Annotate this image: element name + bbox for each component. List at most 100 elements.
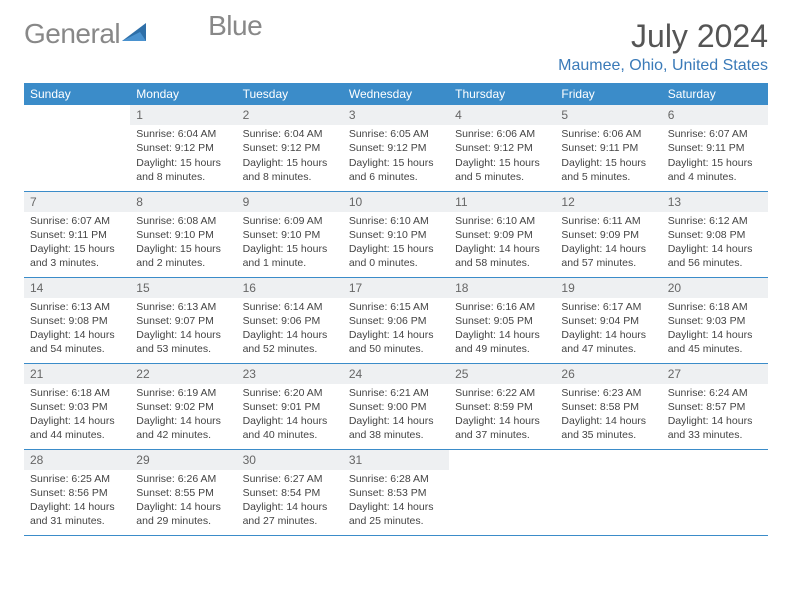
weekday-header: Sunday	[24, 83, 130, 105]
day-content: Sunrise: 6:23 AMSunset: 8:58 PMDaylight:…	[555, 384, 661, 447]
daylight-text: Daylight: 14 hours and 50 minutes.	[349, 328, 443, 356]
calendar-cell: 17Sunrise: 6:15 AMSunset: 9:06 PMDayligh…	[343, 277, 449, 363]
sunset-text: Sunset: 9:08 PM	[668, 228, 762, 242]
calendar-cell: 26Sunrise: 6:23 AMSunset: 8:58 PMDayligh…	[555, 363, 661, 449]
daylight-text: Daylight: 14 hours and 47 minutes.	[561, 328, 655, 356]
logo-text-blue: Blue	[208, 10, 262, 42]
day-number: 21	[24, 364, 130, 384]
sunrise-text: Sunrise: 6:08 AM	[136, 214, 230, 228]
calendar-cell: 12Sunrise: 6:11 AMSunset: 9:09 PMDayligh…	[555, 191, 661, 277]
day-number: 6	[662, 105, 768, 125]
day-number: 23	[237, 364, 343, 384]
sunset-text: Sunset: 8:54 PM	[243, 486, 337, 500]
daylight-text: Daylight: 14 hours and 31 minutes.	[30, 500, 124, 528]
daylight-text: Daylight: 14 hours and 45 minutes.	[668, 328, 762, 356]
day-content: Sunrise: 6:27 AMSunset: 8:54 PMDaylight:…	[237, 470, 343, 533]
sunrise-text: Sunrise: 6:22 AM	[455, 386, 549, 400]
sunrise-text: Sunrise: 6:15 AM	[349, 300, 443, 314]
weekday-header: Tuesday	[237, 83, 343, 105]
calendar-cell: 29Sunrise: 6:26 AMSunset: 8:55 PMDayligh…	[130, 449, 236, 535]
day-number: 28	[24, 450, 130, 470]
sunrise-text: Sunrise: 6:13 AM	[30, 300, 124, 314]
sunset-text: Sunset: 9:06 PM	[349, 314, 443, 328]
day-content: Sunrise: 6:26 AMSunset: 8:55 PMDaylight:…	[130, 470, 236, 533]
sunset-text: Sunset: 9:12 PM	[349, 141, 443, 155]
daylight-text: Daylight: 14 hours and 58 minutes.	[455, 242, 549, 270]
calendar-cell: 24Sunrise: 6:21 AMSunset: 9:00 PMDayligh…	[343, 363, 449, 449]
daylight-text: Daylight: 15 hours and 0 minutes.	[349, 242, 443, 270]
sunrise-text: Sunrise: 6:19 AM	[136, 386, 230, 400]
sunrise-text: Sunrise: 6:18 AM	[668, 300, 762, 314]
day-number: 16	[237, 278, 343, 298]
day-content: Sunrise: 6:07 AMSunset: 9:11 PMDaylight:…	[662, 125, 768, 188]
calendar-row: 1Sunrise: 6:04 AMSunset: 9:12 PMDaylight…	[24, 105, 768, 191]
sunrise-text: Sunrise: 6:23 AM	[561, 386, 655, 400]
daylight-text: Daylight: 15 hours and 8 minutes.	[243, 156, 337, 184]
day-content: Sunrise: 6:06 AMSunset: 9:11 PMDaylight:…	[555, 125, 661, 188]
day-number: 3	[343, 105, 449, 125]
calendar-cell: 18Sunrise: 6:16 AMSunset: 9:05 PMDayligh…	[449, 277, 555, 363]
sunset-text: Sunset: 9:09 PM	[455, 228, 549, 242]
sunset-text: Sunset: 9:02 PM	[136, 400, 230, 414]
day-content: Sunrise: 6:04 AMSunset: 9:12 PMDaylight:…	[237, 125, 343, 188]
daylight-text: Daylight: 14 hours and 33 minutes.	[668, 414, 762, 442]
sunset-text: Sunset: 8:58 PM	[561, 400, 655, 414]
sunrise-text: Sunrise: 6:07 AM	[668, 127, 762, 141]
calendar-cell: 15Sunrise: 6:13 AMSunset: 9:07 PMDayligh…	[130, 277, 236, 363]
day-number: 15	[130, 278, 236, 298]
sunset-text: Sunset: 9:11 PM	[30, 228, 124, 242]
day-number: 1	[130, 105, 236, 125]
day-number: 22	[130, 364, 236, 384]
day-number: 7	[24, 192, 130, 212]
weekday-header: Thursday	[449, 83, 555, 105]
sunrise-text: Sunrise: 6:26 AM	[136, 472, 230, 486]
sunset-text: Sunset: 9:10 PM	[349, 228, 443, 242]
daylight-text: Daylight: 15 hours and 6 minutes.	[349, 156, 443, 184]
calendar-row: 21Sunrise: 6:18 AMSunset: 9:03 PMDayligh…	[24, 363, 768, 449]
calendar-cell: 14Sunrise: 6:13 AMSunset: 9:08 PMDayligh…	[24, 277, 130, 363]
day-content: Sunrise: 6:10 AMSunset: 9:09 PMDaylight:…	[449, 212, 555, 275]
sunrise-text: Sunrise: 6:27 AM	[243, 472, 337, 486]
day-content: Sunrise: 6:19 AMSunset: 9:02 PMDaylight:…	[130, 384, 236, 447]
day-content: Sunrise: 6:08 AMSunset: 9:10 PMDaylight:…	[130, 212, 236, 275]
sunrise-text: Sunrise: 6:20 AM	[243, 386, 337, 400]
calendar-cell: 4Sunrise: 6:06 AMSunset: 9:12 PMDaylight…	[449, 105, 555, 191]
day-number: 19	[555, 278, 661, 298]
daylight-text: Daylight: 14 hours and 29 minutes.	[136, 500, 230, 528]
day-content: Sunrise: 6:14 AMSunset: 9:06 PMDaylight:…	[237, 298, 343, 361]
sunrise-text: Sunrise: 6:24 AM	[668, 386, 762, 400]
calendar-cell: 20Sunrise: 6:18 AMSunset: 9:03 PMDayligh…	[662, 277, 768, 363]
weekday-header: Saturday	[662, 83, 768, 105]
calendar-cell: 28Sunrise: 6:25 AMSunset: 8:56 PMDayligh…	[24, 449, 130, 535]
daylight-text: Daylight: 15 hours and 4 minutes.	[668, 156, 762, 184]
day-content: Sunrise: 6:28 AMSunset: 8:53 PMDaylight:…	[343, 470, 449, 533]
calendar-cell: 5Sunrise: 6:06 AMSunset: 9:11 PMDaylight…	[555, 105, 661, 191]
day-content: Sunrise: 6:13 AMSunset: 9:08 PMDaylight:…	[24, 298, 130, 361]
day-number: 5	[555, 105, 661, 125]
day-number: 2	[237, 105, 343, 125]
calendar-cell: 2Sunrise: 6:04 AMSunset: 9:12 PMDaylight…	[237, 105, 343, 191]
day-content: Sunrise: 6:24 AMSunset: 8:57 PMDaylight:…	[662, 384, 768, 447]
daylight-text: Daylight: 14 hours and 44 minutes.	[30, 414, 124, 442]
logo-text-general: General	[24, 18, 120, 50]
daylight-text: Daylight: 15 hours and 8 minutes.	[136, 156, 230, 184]
calendar-cell: 27Sunrise: 6:24 AMSunset: 8:57 PMDayligh…	[662, 363, 768, 449]
day-content: Sunrise: 6:17 AMSunset: 9:04 PMDaylight:…	[555, 298, 661, 361]
day-content: Sunrise: 6:13 AMSunset: 9:07 PMDaylight:…	[130, 298, 236, 361]
day-content: Sunrise: 6:22 AMSunset: 8:59 PMDaylight:…	[449, 384, 555, 447]
calendar-cell: 7Sunrise: 6:07 AMSunset: 9:11 PMDaylight…	[24, 191, 130, 277]
calendar-cell: 9Sunrise: 6:09 AMSunset: 9:10 PMDaylight…	[237, 191, 343, 277]
sunrise-text: Sunrise: 6:04 AM	[136, 127, 230, 141]
daylight-text: Daylight: 14 hours and 35 minutes.	[561, 414, 655, 442]
sunrise-text: Sunrise: 6:11 AM	[561, 214, 655, 228]
day-number: 10	[343, 192, 449, 212]
day-content: Sunrise: 6:15 AMSunset: 9:06 PMDaylight:…	[343, 298, 449, 361]
calendar-row: 28Sunrise: 6:25 AMSunset: 8:56 PMDayligh…	[24, 449, 768, 535]
calendar-cell: 21Sunrise: 6:18 AMSunset: 9:03 PMDayligh…	[24, 363, 130, 449]
day-content: Sunrise: 6:05 AMSunset: 9:12 PMDaylight:…	[343, 125, 449, 188]
daylight-text: Daylight: 14 hours and 38 minutes.	[349, 414, 443, 442]
sunset-text: Sunset: 8:55 PM	[136, 486, 230, 500]
sunset-text: Sunset: 9:12 PM	[455, 141, 549, 155]
sunset-text: Sunset: 9:12 PM	[243, 141, 337, 155]
day-number: 9	[237, 192, 343, 212]
